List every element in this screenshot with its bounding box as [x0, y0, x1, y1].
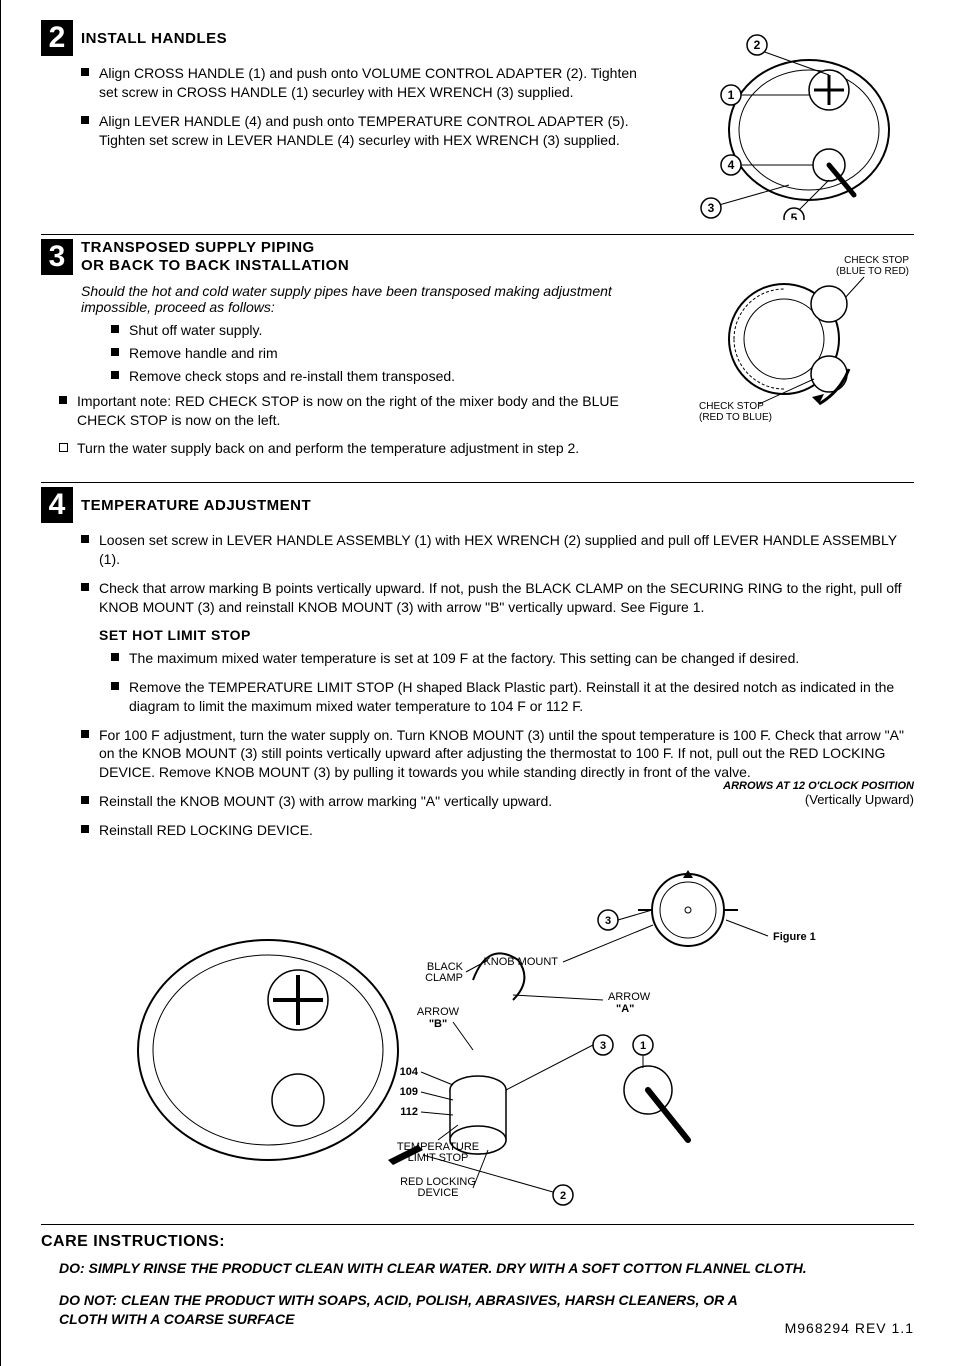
svg-text:2: 2 — [559, 1190, 565, 1202]
care-do: DO: SIMPLY RINSE THE PRODUCT CLEAN WITH … — [59, 1259, 914, 1279]
section-care: CARE INSTRUCTIONS: DO: SIMPLY RINSE THE … — [41, 1233, 914, 1346]
step3-bullet: Important note: RED CHECK STOP is now on… — [59, 392, 644, 430]
step4-title: TEMPERATURE ADJUSTMENT — [81, 497, 311, 514]
svg-text:LIMIT STOP: LIMIT STOP — [407, 1152, 468, 1164]
svg-text:104: 104 — [399, 1066, 418, 1078]
step4-bullet: Reinstall RED LOCKING DEVICE. — [81, 821, 914, 840]
svg-text:2: 2 — [754, 38, 761, 52]
svg-text:"B": "B" — [428, 1018, 446, 1030]
care-title: CARE INSTRUCTIONS: — [41, 1233, 914, 1251]
divider — [41, 234, 914, 235]
step2-bullets: Align CROSS HANDLE (1) and push onto VOL… — [81, 64, 644, 150]
step2-bullet: Align LEVER HANDLE (4) and push onto TEM… — [81, 112, 644, 150]
divider — [41, 1224, 914, 1225]
step4-bullets-a: Loosen set screw in LEVER HANDLE ASSEMBL… — [81, 531, 914, 617]
svg-text:(RED TO BLUE): (RED TO BLUE) — [699, 412, 772, 423]
step3-bullets-hollow: Turn the water supply back on and perfor… — [59, 439, 644, 458]
svg-text:3: 3 — [599, 1040, 605, 1052]
svg-text:1: 1 — [728, 88, 735, 102]
section-step4: 4 TEMPERATURE ADJUSTMENT Loosen set scre… — [41, 487, 914, 1220]
step3-sub-bullet: Shut off water supply. — [111, 321, 644, 340]
step3-diagram: CHECK STOP (BLUE TO RED) CHECK STOP (RED… — [664, 239, 914, 468]
svg-text:"A": "A" — [616, 1003, 634, 1015]
fig1-vert-up: (Vertically Upward) — [684, 792, 914, 807]
step3-sub-bullet: Remove handle and rim — [111, 344, 644, 363]
svg-text:5: 5 — [791, 211, 798, 220]
step4-sub-bullets: The maximum mixed water temperature is s… — [111, 649, 914, 716]
svg-text:ARROW: ARROW — [416, 1006, 459, 1018]
step3-bullets: Important note: RED CHECK STOP is now on… — [59, 392, 644, 430]
step3-title: TRANSPOSED SUPPLY PIPINGOR BACK TO BACK … — [81, 239, 349, 275]
step4-bullet: Loosen set screw in LEVER HANDLE ASSEMBL… — [81, 531, 914, 569]
section-step3: 3 TRANSPOSED SUPPLY PIPINGOR BACK TO BAC… — [41, 239, 914, 478]
step3-bullet: Turn the water supply back on and perfor… — [59, 439, 644, 458]
divider — [41, 482, 914, 483]
step3-intro: Should the hot and cold water supply pip… — [81, 283, 644, 315]
step3-sub-bullets: Shut off water supply. Remove handle and… — [111, 321, 644, 386]
svg-text:Figure 1: Figure 1 — [773, 931, 816, 943]
section-step2: 2 INSTALL HANDLES Align CROSS HANDLE (1)… — [41, 20, 914, 230]
step3-sub-bullet: Remove check stops and re-install them t… — [111, 367, 644, 386]
step3-number: 3 — [41, 239, 73, 275]
svg-text:CHECK STOP: CHECK STOP — [699, 401, 764, 412]
care-dont: DO NOT: CLEAN THE PRODUCT WITH SOAPS, AC… — [59, 1291, 765, 1330]
fig1-arrows-note: ARROWS AT 12 O'CLOCK POSITION — [684, 780, 914, 792]
page: 2 INSTALL HANDLES Align CROSS HANDLE (1)… — [0, 0, 954, 1366]
step4-bullet: Check that arrow marking B points vertic… — [81, 579, 914, 617]
step2-diagram: 1 2 3 4 5 — [664, 20, 914, 220]
svg-text:4: 4 — [728, 158, 735, 172]
step4-subtitle: SET HOT LIMIT STOP — [99, 627, 914, 643]
step2-number: 2 — [41, 20, 73, 56]
step4-number: 4 — [41, 487, 73, 523]
svg-text:(BLUE TO RED): (BLUE TO RED) — [836, 266, 909, 277]
svg-text:ARROW: ARROW — [608, 991, 651, 1003]
step4-sub-bullet: Remove the TEMPERATURE LIMIT STOP (H sha… — [111, 678, 914, 716]
svg-text:1: 1 — [639, 1040, 645, 1052]
svg-text:KNOB MOUNT: KNOB MOUNT — [483, 956, 558, 968]
svg-text:DEVICE: DEVICE — [417, 1187, 458, 1199]
footer-code: M968294 REV 1.1 — [785, 1320, 914, 1336]
step2-title: INSTALL HANDLES — [81, 30, 227, 47]
svg-text:109: 109 — [399, 1086, 417, 1098]
svg-text:112: 112 — [400, 1106, 418, 1118]
step4-diagram: KNOB MOUNT Figure 1 3 BLACK CLAMP ARROW — [41, 850, 914, 1210]
svg-text:3: 3 — [708, 201, 715, 215]
step2-bullet: Align CROSS HANDLE (1) and push onto VOL… — [81, 64, 644, 102]
step4-sub-bullet: The maximum mixed water temperature is s… — [111, 649, 914, 668]
step4-bullet: For 100 F adjustment, turn the water sup… — [81, 726, 914, 783]
svg-text:3: 3 — [604, 915, 610, 927]
svg-text:CLAMP: CLAMP — [425, 972, 463, 984]
svg-text:CHECK STOP: CHECK STOP — [844, 255, 909, 266]
